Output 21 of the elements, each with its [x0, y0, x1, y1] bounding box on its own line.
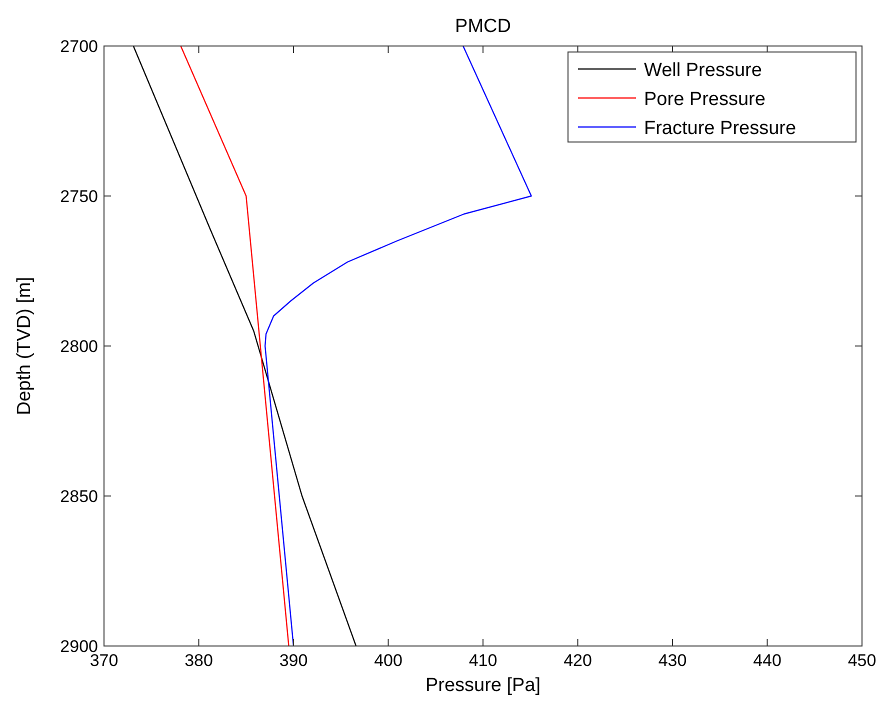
- legend-label: Fracture Pressure: [644, 118, 796, 139]
- y-tick-label: 2750: [60, 187, 98, 206]
- chart-title: PMCD: [455, 16, 511, 37]
- x-axis-title: Pressure [Pa]: [425, 675, 541, 696]
- legend-label: Pore Pressure: [644, 89, 766, 110]
- line-series: [264, 45, 532, 647]
- y-tick-label: 2700: [60, 37, 98, 56]
- x-tick-label: 380: [184, 651, 213, 670]
- x-tick-label: 410: [468, 651, 498, 670]
- line-series: [132, 45, 357, 647]
- y-tick-label: 2850: [60, 487, 98, 506]
- x-tick-label: 370: [90, 651, 118, 670]
- x-tick-label: 450: [848, 651, 876, 670]
- y-tick-label: 2800: [60, 337, 98, 356]
- x-tick-label: 430: [658, 651, 687, 670]
- y-axis-title: Depth (TVD) [m]: [14, 276, 35, 416]
- legend-label: Well Pressure: [644, 60, 762, 81]
- x-tick-label: 420: [564, 651, 592, 670]
- x-tick-label: 400: [374, 651, 402, 670]
- x-tick-label: 390: [279, 651, 308, 670]
- x-tick-label: 440: [753, 651, 782, 670]
